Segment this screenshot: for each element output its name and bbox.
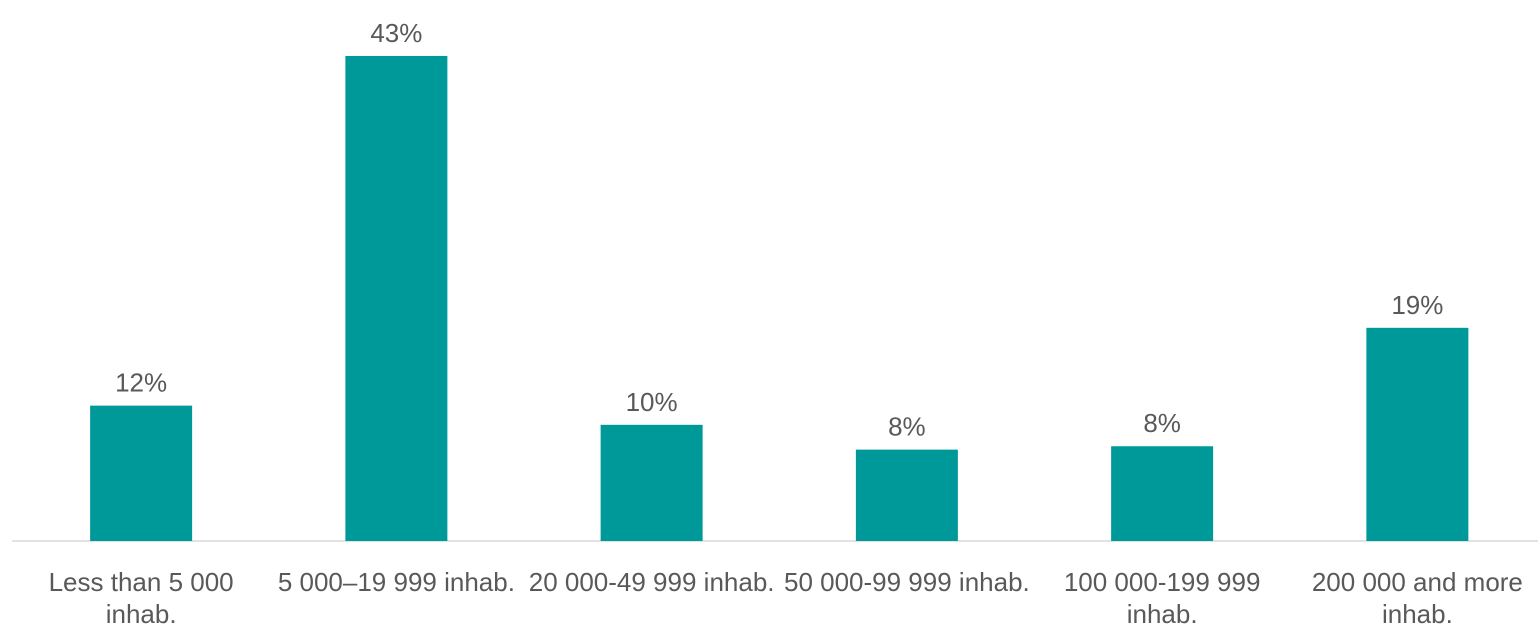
x-tick-label: 5 000–19 999 inhab. — [277, 567, 515, 597]
x-tick-label: 100 000-199 999 inhab. — [1063, 567, 1261, 629]
value-label: 8% — [1143, 408, 1181, 438]
x-tick-label: 20 000-49 999 inhab. — [528, 567, 775, 597]
x-tick-label: 50 000-99 999 inhab. — [783, 567, 1030, 597]
bar — [1366, 327, 1469, 541]
bar — [855, 449, 958, 541]
x-tick-label: Less than 5 000 inhab. — [48, 567, 234, 629]
bar — [90, 405, 193, 541]
bar — [345, 55, 448, 542]
value-label: 19% — [1391, 290, 1443, 320]
value-label: 10% — [626, 387, 678, 417]
value-label: 12% — [115, 368, 167, 398]
value-label: 8% — [888, 412, 926, 442]
x-tick-label: 200 000 and more inhab. — [1311, 567, 1523, 629]
value-label: 43% — [370, 18, 422, 48]
bar — [600, 424, 703, 541]
bar — [1111, 446, 1214, 541]
